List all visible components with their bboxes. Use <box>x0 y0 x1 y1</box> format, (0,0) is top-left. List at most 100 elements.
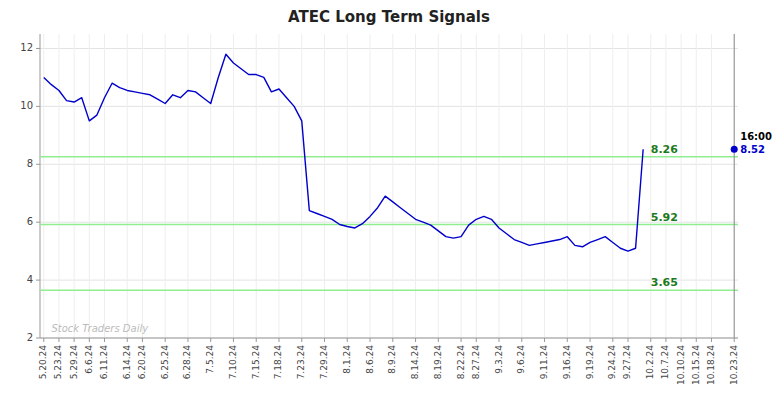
x-tick <box>627 338 628 342</box>
x-tick <box>521 338 522 342</box>
x-tick <box>210 338 211 342</box>
chart: ATEC Long Term Signals Stock Traders Dail… <box>0 0 784 398</box>
x-grid-line <box>438 34 439 338</box>
x-grid-line <box>499 34 500 338</box>
x-tick-label: 7.18.24 <box>273 345 283 380</box>
background <box>0 0 784 398</box>
x-tick-label: 10.18.24 <box>706 345 716 385</box>
x-tick-label: 9.11.24 <box>539 345 549 380</box>
y-grid-line <box>40 222 738 223</box>
x-tick-label: 10.23.24 <box>729 345 739 385</box>
y-grid-line <box>40 164 738 165</box>
x-tick <box>58 338 59 342</box>
x-grid-line <box>233 34 234 338</box>
x-tick <box>324 338 325 342</box>
x-tick-label: 6.14.24 <box>122 345 132 380</box>
y-tick <box>36 280 40 281</box>
x-grid-line <box>43 34 44 338</box>
y-axis-line <box>40 34 41 338</box>
x-grid-line <box>461 34 462 338</box>
x-grid-line <box>665 34 666 338</box>
x-tick <box>544 338 545 342</box>
x-grid-line <box>590 34 591 338</box>
x-tick <box>476 338 477 342</box>
x-grid-line <box>696 34 697 338</box>
x-grid-line <box>650 34 651 338</box>
x-grid-line <box>165 34 166 338</box>
x-tick-label: 8.14.24 <box>410 345 420 380</box>
x-tick <box>256 338 257 342</box>
x-tick <box>187 338 188 342</box>
x-tick-label: 8.9.24 <box>387 345 397 374</box>
x-tick <box>233 338 234 342</box>
y-tick <box>36 222 40 223</box>
x-grid-line <box>734 34 735 338</box>
hline <box>40 289 738 291</box>
x-grid-line <box>476 34 477 338</box>
x-tick <box>392 338 393 342</box>
grid <box>40 34 738 338</box>
x-tick-label: 9.24.24 <box>607 345 617 380</box>
x-tick-label: 7.15.24 <box>251 345 261 380</box>
y-tick-label: 6 <box>27 216 33 227</box>
x-tick <box>347 338 348 342</box>
x-grid-line <box>347 34 348 338</box>
x-tick-label: 8.22.24 <box>456 345 466 380</box>
x-tick-label: 10.10.24 <box>676 345 686 385</box>
y-tick <box>36 164 40 165</box>
hline <box>40 224 738 226</box>
x-tick <box>74 338 75 342</box>
x-tick-label: 10.15.24 <box>691 345 701 385</box>
watermark: Stock Traders Daily <box>51 323 149 334</box>
title: ATEC Long Term Signals <box>288 8 490 26</box>
x-tick <box>461 338 462 342</box>
x-grid-line <box>370 34 371 338</box>
y-tick <box>36 106 40 107</box>
x-grid-line <box>74 34 75 338</box>
x-grid-line <box>415 34 416 338</box>
x-tick-label: 7.23.24 <box>296 345 306 380</box>
x-tick-label: 9.19.24 <box>585 345 595 380</box>
x-tick <box>499 338 500 342</box>
point <box>731 146 738 153</box>
x-tick <box>104 338 105 342</box>
x-tick <box>590 338 591 342</box>
x-tick-label: 9.6.24 <box>516 345 526 374</box>
x-tick <box>43 338 44 342</box>
x-tick-label: 10.2.24 <box>645 345 655 380</box>
y-grid-line <box>40 338 738 339</box>
hline-label: 8.26 <box>651 143 678 156</box>
hlines <box>40 157 738 290</box>
x-grid-line <box>89 34 90 338</box>
x-tick <box>696 338 697 342</box>
y-tick-label: 10 <box>20 100 33 111</box>
x-tick-label: 6.25.24 <box>160 345 170 380</box>
x-tick <box>370 338 371 342</box>
x-grid-line <box>544 34 545 338</box>
x-grid-line <box>278 34 279 338</box>
x-tick-label: 7.5.24 <box>205 345 215 374</box>
x-grid-line <box>392 34 393 338</box>
x-tick <box>415 338 416 342</box>
x-tick-label: 8.6.24 <box>365 345 375 374</box>
hline-label: 5.92 <box>651 211 678 224</box>
x-tick-label: 8.1.24 <box>342 345 352 374</box>
x-grid-line <box>324 34 325 338</box>
y-tick-label: 4 <box>27 274 33 285</box>
x-tick-label: 6.6.24 <box>84 345 94 374</box>
x-tick <box>650 338 651 342</box>
x-grid-line <box>187 34 188 338</box>
x-tick <box>165 338 166 342</box>
x-tick-label: 10.7.24 <box>660 345 670 380</box>
y-grid-line <box>40 106 738 107</box>
x-axis-line <box>40 338 738 339</box>
x-grid-line <box>301 34 302 338</box>
x-grid-line <box>127 34 128 338</box>
x-tick-label: 7.10.24 <box>228 345 238 380</box>
y-tick-label: 2 <box>27 332 33 343</box>
vline <box>734 34 735 338</box>
y-grid-line <box>40 280 738 281</box>
y-tick-label: 8 <box>27 158 33 169</box>
x-tick-label: 5.23.24 <box>53 345 63 380</box>
x-tick <box>278 338 279 342</box>
